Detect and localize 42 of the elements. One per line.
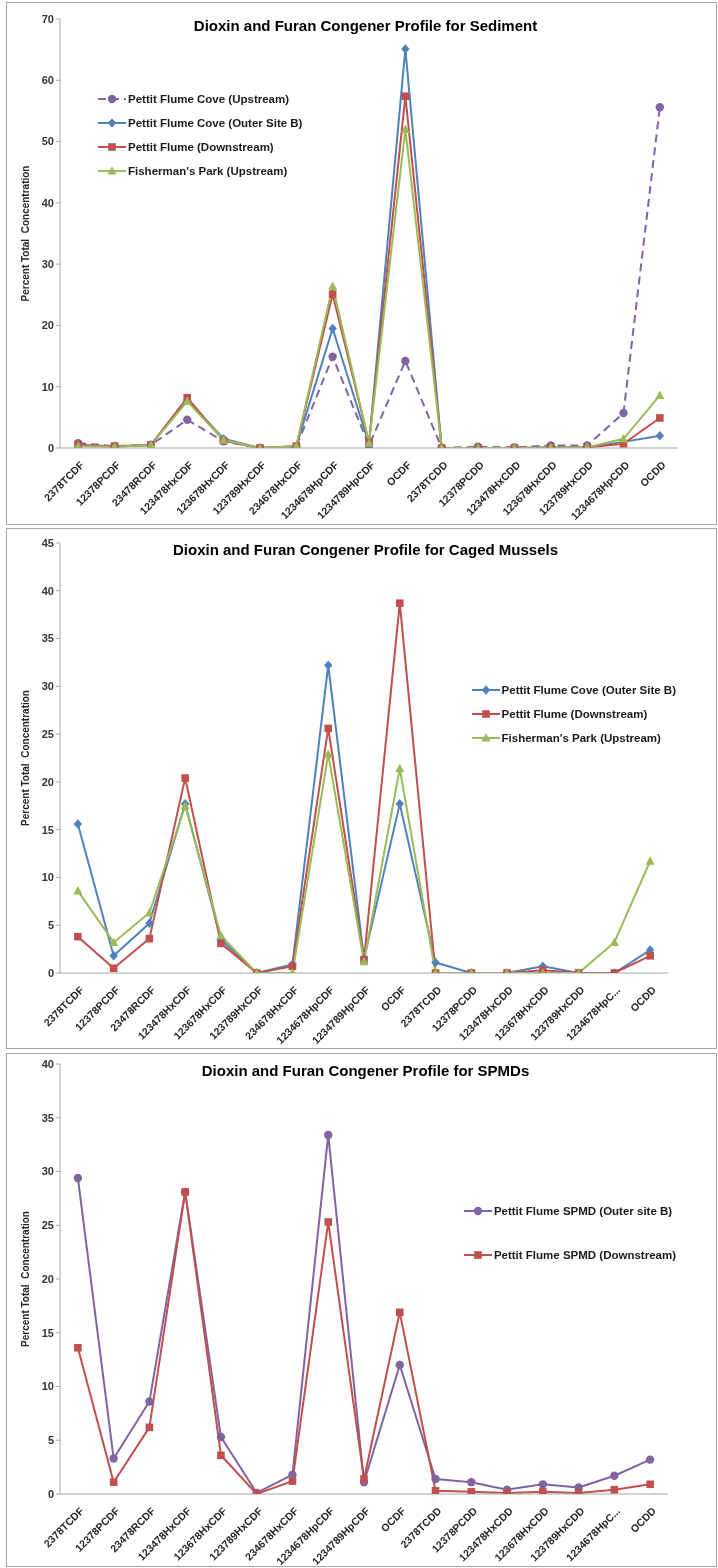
- y-tick-label: 40: [41, 196, 54, 209]
- legend-label: Pettit Flume Cove (Upstream): [128, 92, 290, 105]
- y-tick-label: 0: [47, 441, 54, 454]
- y-tick-label: 15: [41, 823, 54, 836]
- legend-label: Pettit Flume SPMD (Downstream): [493, 1248, 676, 1261]
- chart-title: Dioxin and Furan Congener Profile for SPMDs: [201, 1062, 530, 1079]
- y-tick-label: 0: [47, 1487, 54, 1500]
- y-tick-label: 0: [47, 966, 54, 979]
- y-tick-label: 70: [41, 12, 54, 25]
- y-tick-label: 25: [41, 1219, 54, 1232]
- legend-label: Pettit Flume Cove (Outer Site B): [128, 116, 303, 129]
- y-tick-label: 15: [41, 1326, 54, 1339]
- y-tick-label: 5: [47, 1434, 54, 1447]
- legend-label: Pettit Flume (Downstream): [501, 707, 648, 720]
- y-tick-label: 10: [41, 871, 54, 884]
- y-tick-label: 50: [41, 135, 54, 148]
- y-tick-label: 20: [41, 319, 54, 332]
- y-tick-label: 10: [41, 380, 54, 393]
- y-axis-title: Percent Total Concentration: [19, 165, 31, 302]
- y-tick-label: 5: [47, 919, 54, 932]
- y-axis-title: Percent Total Concentration: [19, 1211, 31, 1347]
- y-tick-label: 35: [41, 632, 54, 645]
- y-tick-label: 45: [41, 536, 54, 549]
- y-axis-title: Percent Total Concentration: [19, 690, 31, 826]
- y-tick-label: 40: [41, 584, 54, 597]
- chart-title: Dioxin and Furan Congener Profile for Sediment: [193, 17, 538, 34]
- legend-label: Pettit Flume SPMD (Outer site B): [493, 1204, 673, 1217]
- y-tick-label: 10: [41, 1380, 54, 1393]
- legend-label: Pettit Flume Cove (Outer Site B): [501, 683, 676, 696]
- chart-title: Dioxin and Furan Congener Profile for Caged Mussels: [172, 541, 559, 558]
- y-tick-label: 20: [41, 1272, 54, 1285]
- y-tick-label: 25: [41, 728, 54, 741]
- y-tick-label: 40: [41, 1057, 54, 1070]
- y-tick-label: 60: [41, 74, 54, 87]
- legend-label: Pettit Flume (Downstream): [128, 140, 274, 153]
- y-tick-label: 30: [41, 258, 54, 271]
- y-tick-label: 30: [41, 1165, 54, 1178]
- y-tick-label: 30: [41, 680, 54, 693]
- legend-label: Fisherman's Park (Upstream): [501, 731, 661, 744]
- legend-label: Fisherman's Park (Upstream): [128, 164, 288, 177]
- y-tick-label: 20: [41, 775, 54, 788]
- y-tick-label: 35: [41, 1111, 54, 1124]
